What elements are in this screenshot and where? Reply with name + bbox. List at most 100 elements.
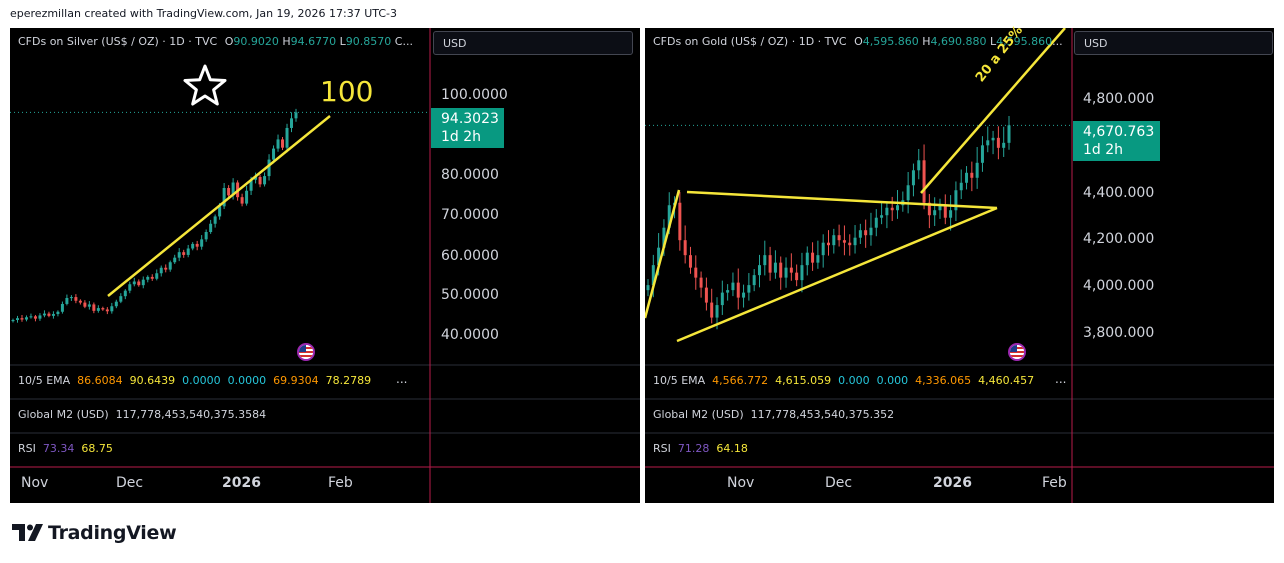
high-label: H <box>282 35 291 48</box>
gold-candle <box>1002 142 1006 148</box>
silver-candle <box>123 290 127 297</box>
ema-value: 0.0000 <box>227 374 267 387</box>
y-tick: 100.0000 <box>441 87 508 103</box>
currency-selector[interactable]: USD <box>1074 31 1273 55</box>
y-tick: 3,800.000 <box>1083 325 1155 341</box>
gold-candle <box>959 182 963 191</box>
ema-value: 0.0000 <box>182 374 221 387</box>
gold-candle <box>970 172 974 178</box>
gold-candle <box>922 160 926 203</box>
us-flag-icon[interactable] <box>1008 343 1026 361</box>
silver-candle <box>105 309 109 312</box>
triangle-upper-line <box>686 190 998 210</box>
gold-candle <box>1007 125 1011 143</box>
silver-candle <box>60 303 64 312</box>
gold-chart-canvas[interactable] <box>645 28 1274 503</box>
gold-candle <box>795 272 799 281</box>
y-tick: 4,400.000 <box>1083 185 1155 201</box>
silver-candle <box>20 318 24 320</box>
gold-candle <box>821 242 825 256</box>
x-tick: Dec <box>825 475 853 491</box>
gold-candle <box>651 265 655 286</box>
gold-chart-panel[interactable]: CFDs on Gold (US$ / OZ) · 1D · TVC O4,59… <box>645 23 1274 503</box>
gold-candle <box>678 202 682 241</box>
gold-candle <box>704 287 708 303</box>
rsi-legend: RSI 71.28 64.18 <box>653 442 748 455</box>
gold-candle <box>736 282 740 298</box>
gold-candle <box>715 305 719 318</box>
silver-candle <box>168 262 172 270</box>
open-label: O <box>854 35 863 48</box>
more-icon[interactable]: ... <box>396 372 408 386</box>
gold-candle <box>779 262 783 278</box>
silver-candle <box>186 248 190 255</box>
gold-candle <box>763 255 767 266</box>
gold-candle <box>986 140 990 146</box>
silver-candle <box>47 313 51 316</box>
tradingview-logo[interactable]: TradingView <box>12 522 177 544</box>
silver-candle <box>258 177 262 185</box>
gold-candle <box>848 242 852 246</box>
gold-candle <box>954 190 958 211</box>
gold-candle <box>906 185 910 201</box>
silver-chart-panel[interactable]: CFDs on Silver (US$ / OZ) · 1D · TVC O90… <box>10 28 640 503</box>
silver-candle <box>267 159 271 177</box>
silver-candle <box>56 311 60 315</box>
gold-candle <box>662 227 666 248</box>
silver-candle <box>65 298 69 304</box>
gold-candle <box>869 227 873 236</box>
silver-candle <box>272 148 276 160</box>
star-icon <box>183 64 227 106</box>
gold-candle <box>800 265 804 281</box>
more-icon[interactable]: ... <box>1055 372 1067 386</box>
high-value: 4,690.880 <box>930 35 987 48</box>
ema-label: 10/5 EMA <box>18 374 71 387</box>
silver-candle <box>209 223 213 233</box>
gold-candle <box>996 137 1000 148</box>
gold-candle <box>853 237 857 246</box>
trendline <box>645 189 681 319</box>
triangle-lower-line <box>676 206 998 343</box>
open-label: O <box>224 35 234 48</box>
gold-candle <box>710 302 714 318</box>
symbol-legend: CFDs on Silver (US$ / OZ) · 1D · TVC O90… <box>18 35 413 48</box>
low-value: 4,595.860 <box>996 35 1053 48</box>
high-value: 94.6770 <box>290 35 337 48</box>
x-tick: Dec <box>116 475 144 491</box>
us-flag-icon[interactable] <box>297 343 315 361</box>
silver-candle <box>51 314 55 316</box>
ema-legend: 10/5 EMA 86.6084 90.6439 0.0000 0.0000 69.930… <box>18 374 371 387</box>
last-price-value: 94.3023 <box>441 111 499 127</box>
gold-candle <box>805 252 809 266</box>
silver-chart-canvas[interactable] <box>10 28 640 503</box>
silver-candle <box>33 316 37 319</box>
chart-attribution: eperezmillan created with TradingView.co… <box>10 7 398 20</box>
gold-candle <box>927 202 931 216</box>
silver-candle <box>101 308 105 310</box>
ema-value: 0.000 <box>838 374 870 387</box>
last-price-label: 4,670.763 1d 2h <box>1073 121 1160 161</box>
silver-candle <box>218 206 222 217</box>
gold-candle <box>827 242 830 246</box>
gold-candle <box>885 207 889 216</box>
gold-candle <box>773 262 777 273</box>
m2-value: 117,778,453,540,375.352 <box>750 408 895 421</box>
silver-candle <box>155 273 159 279</box>
currency-selector[interactable]: USD <box>433 31 633 55</box>
m2-label: Global M2 (USD) <box>18 408 109 421</box>
silver-candle <box>29 316 33 318</box>
silver-candle <box>231 182 235 196</box>
gold-candle <box>991 137 995 141</box>
ema-value: 4,336.065 <box>915 374 972 387</box>
gold-candle <box>864 230 868 236</box>
rsi-value: 71.28 <box>677 442 710 455</box>
silver-candle <box>290 118 294 128</box>
last-price-value: 4,670.763 <box>1083 124 1155 140</box>
silver-candle <box>110 306 114 312</box>
silver-candle <box>92 304 96 311</box>
silver-candle <box>150 276 154 279</box>
gold-candle <box>726 290 730 293</box>
silver-candle <box>254 177 258 180</box>
gold-candle <box>667 205 671 228</box>
silver-candle <box>38 315 42 319</box>
